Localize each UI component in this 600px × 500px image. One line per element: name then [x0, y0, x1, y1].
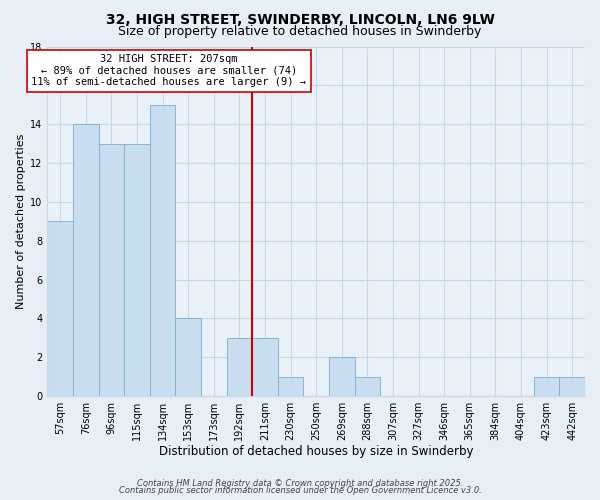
Text: 32 HIGH STREET: 207sqm
← 89% of detached houses are smaller (74)
11% of semi-det: 32 HIGH STREET: 207sqm ← 89% of detached… [31, 54, 307, 88]
Bar [252, 338, 278, 396]
Text: Contains HM Land Registry data © Crown copyright and database right 2025.: Contains HM Land Registry data © Crown c… [137, 478, 463, 488]
Bar [124, 144, 150, 396]
Bar [98, 144, 124, 396]
Bar [47, 222, 73, 396]
Bar [227, 338, 252, 396]
Bar [559, 376, 585, 396]
Bar [150, 105, 175, 396]
Bar [278, 376, 304, 396]
Bar [534, 376, 559, 396]
Text: Contains public sector information licensed under the Open Government Licence v3: Contains public sector information licen… [119, 486, 481, 495]
Bar [329, 358, 355, 396]
Y-axis label: Number of detached properties: Number of detached properties [16, 134, 26, 309]
Text: 32, HIGH STREET, SWINDERBY, LINCOLN, LN6 9LW: 32, HIGH STREET, SWINDERBY, LINCOLN, LN6… [106, 12, 494, 26]
Text: Size of property relative to detached houses in Swinderby: Size of property relative to detached ho… [118, 25, 482, 38]
Bar [355, 376, 380, 396]
Bar [175, 318, 201, 396]
X-axis label: Distribution of detached houses by size in Swinderby: Distribution of detached houses by size … [159, 444, 473, 458]
Bar [73, 124, 98, 396]
